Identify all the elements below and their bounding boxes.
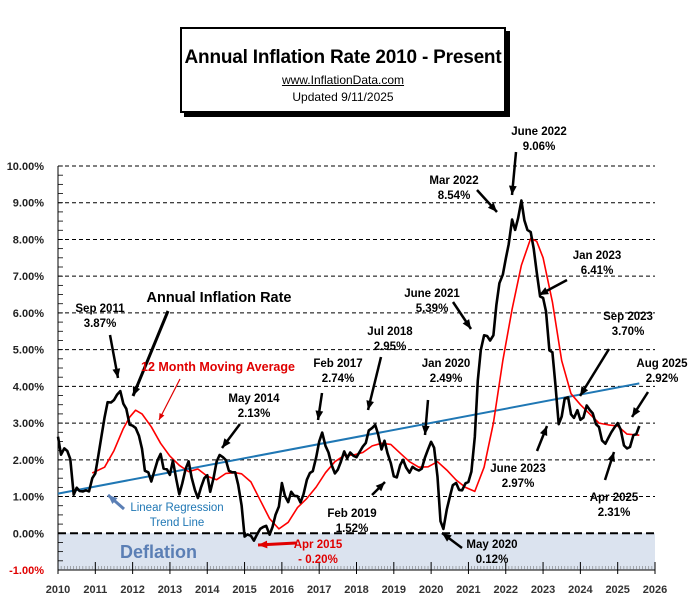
annotation-label: June 2022 (511, 126, 567, 138)
annotation-arrow-head (442, 533, 452, 542)
annotation-label: Jan 2023 (573, 250, 622, 262)
x-tick-label: 2026 (643, 584, 667, 596)
y-tick-label: 2.00% (13, 455, 44, 467)
y-tick-label: 4.00% (13, 381, 44, 393)
x-tick-label: 2018 (344, 584, 368, 596)
annotation-label: 2.95% (374, 341, 407, 353)
y-tick-label: 3.00% (13, 418, 44, 430)
annotation-arrow-head (580, 386, 589, 396)
annotation-label: May 2020 (466, 539, 517, 551)
annotation-label: Feb 2019 (327, 508, 376, 520)
chart-title: Annual Inflation Rate 2010 - Present (184, 47, 502, 68)
annotation-label: 2.74% (322, 373, 355, 385)
annotation-label: June 2021 (404, 288, 460, 300)
annotation-label: - 0.20% (298, 554, 338, 566)
annotation-arrow-head (315, 410, 324, 420)
annotation-label: Mar 2022 (429, 175, 478, 187)
annotation-label: 5.39% (416, 303, 449, 315)
x-tick-label: 2020 (419, 584, 443, 596)
y-tick-label: 6.00% (13, 308, 44, 320)
trend-legend-arrow-head (108, 495, 118, 504)
annotation-label: 8.54% (438, 190, 471, 202)
annotation-arrow-head (539, 287, 549, 295)
annotation-label: 2.97% (502, 478, 535, 490)
annotation-arrow-head (508, 185, 517, 195)
x-tick-label: 2016 (270, 584, 294, 596)
y-tick-label: 1.00% (13, 492, 44, 504)
annotation-label: 2.92% (646, 373, 679, 385)
x-tick-label: 2022 (494, 584, 518, 596)
x-tick-label: 2015 (232, 584, 256, 596)
annotation-label: 6.41% (581, 265, 614, 277)
annual-rate-legend-arrow-shaft (131, 310, 170, 397)
trend-line (57, 382, 640, 495)
x-tick-label: 2012 (120, 584, 144, 596)
annotation-label: 2.31% (598, 507, 631, 519)
annotation-label: 2.49% (430, 373, 463, 385)
x-tick-label: 2013 (158, 584, 182, 596)
annotation-label: Sep 2023 (603, 311, 653, 323)
x-tick-label: 2023 (531, 584, 555, 596)
annotation-arrow-head (366, 400, 374, 410)
y-tick-label: 9.00% (13, 198, 44, 210)
annotation-label: May 2014 (228, 393, 280, 405)
annotation-arrow-head (607, 452, 615, 462)
annotation-arrow-head (632, 407, 641, 417)
annotation-label: Jan 2020 (422, 358, 471, 370)
annotation-arrow-head (421, 425, 430, 435)
trend-legend-label: Linear Regression (130, 502, 223, 514)
website-link[interactable]: www.InflationData.com (281, 73, 405, 87)
annotation-arrow-head (539, 426, 548, 436)
moving-average-legend-arrow-head (159, 413, 165, 420)
x-tick-label: 2017 (307, 584, 331, 596)
x-tick-label: 2024 (568, 584, 593, 596)
annual-inflation-line (56, 199, 641, 542)
annual-rate-legend-arrow-head (132, 386, 141, 396)
annotation-label: Jul 2018 (367, 326, 413, 338)
x-tick-label: 2019 (382, 584, 406, 596)
annotation-label: Apr 2025 (590, 492, 639, 504)
chart-title-box: Annual Inflation Rate 2010 - Present www… (180, 27, 506, 113)
annotation-arrow-head (375, 482, 385, 492)
x-tick-label: 2010 (46, 584, 70, 596)
annotation-arrow-head (222, 438, 231, 448)
annotation-arrow-head (112, 368, 121, 378)
deflation-label: Deflation (120, 542, 197, 562)
annotation-label: 3.70% (612, 326, 645, 338)
moving-average-legend-label: 12 Month Moving Average (141, 360, 295, 374)
annotation-label: 9.06% (523, 141, 556, 153)
y-tick-label: -1.00% (9, 565, 44, 577)
moving-average-legend-arrow-shaft (158, 378, 181, 421)
trend-legend-label: Trend Line (150, 517, 205, 529)
annotation-arrow-head (258, 540, 268, 549)
annotation-label: 0.12% (476, 554, 509, 566)
y-tick-label: 5.00% (13, 345, 44, 357)
annotation-label: Aug 2025 (636, 358, 688, 370)
annotation-label: 2.13% (238, 408, 271, 420)
x-tick-label: 2011 (83, 584, 107, 596)
updated-date: Updated 9/11/2025 (292, 90, 394, 104)
annotation-label: Apr 2015 (294, 539, 343, 551)
annual-rate-legend-label: Annual Inflation Rate (147, 290, 292, 306)
annotation-label: 3.87% (84, 318, 117, 330)
annotation-label: Sep 2011 (75, 303, 125, 315)
annotation-label: June 2023 (490, 463, 546, 475)
annotation-arrow-head (487, 202, 497, 212)
x-tick-label: 2021 (456, 584, 480, 596)
y-tick-label: 7.00% (13, 271, 44, 283)
y-tick-label: 0.00% (13, 528, 44, 540)
x-tick-label: 2025 (605, 584, 629, 596)
annotation-label: Feb 2017 (313, 358, 362, 370)
y-tick-label: 8.00% (13, 234, 44, 246)
annotation-label: 1.52% (336, 523, 369, 535)
y-tick-label: 10.00% (7, 161, 45, 173)
x-tick-label: 2014 (195, 584, 220, 596)
annotation-arrow-head (462, 319, 471, 329)
moving-average-line (91, 237, 640, 530)
